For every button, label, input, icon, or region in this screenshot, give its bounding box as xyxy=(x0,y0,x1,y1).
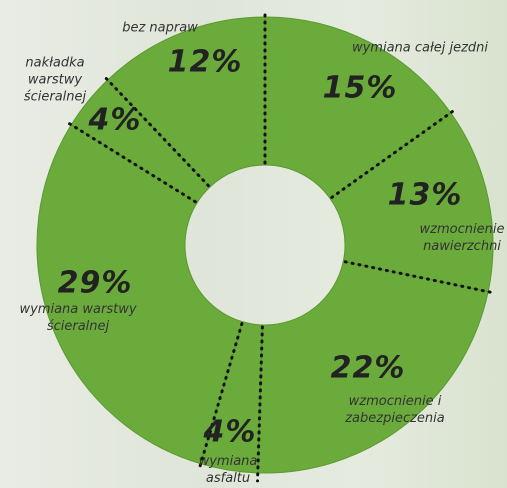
slice xyxy=(257,260,489,474)
category-label: bez napraw xyxy=(122,20,198,36)
slice xyxy=(264,16,452,200)
value-label: 4% xyxy=(88,102,142,138)
category-label: wzmocnienie i zabezpieczenia xyxy=(345,394,445,426)
separator xyxy=(62,119,197,204)
value-label: 4% xyxy=(203,414,257,450)
separator xyxy=(100,72,210,188)
value-label: 29% xyxy=(57,265,133,301)
separator xyxy=(330,106,459,199)
category-label: wymiana warstwy ścieralnej xyxy=(19,302,137,334)
separator xyxy=(256,325,264,483)
category-label: nakładka warstwy ścieralnej xyxy=(23,55,87,105)
slice xyxy=(106,16,266,188)
category-label: wymiana całej jezdni xyxy=(351,40,489,56)
slice xyxy=(36,124,244,465)
category-label: wzmocnienie nawierzchni xyxy=(419,222,505,254)
value-label: 22% xyxy=(330,350,406,386)
category-label: wymiana asfaltu xyxy=(198,454,258,486)
value-label: 13% xyxy=(387,177,463,213)
separator xyxy=(343,260,498,295)
value-label: 15% xyxy=(322,70,398,106)
value-label: 12% xyxy=(167,44,243,80)
slice xyxy=(329,112,494,293)
separator xyxy=(197,322,244,473)
